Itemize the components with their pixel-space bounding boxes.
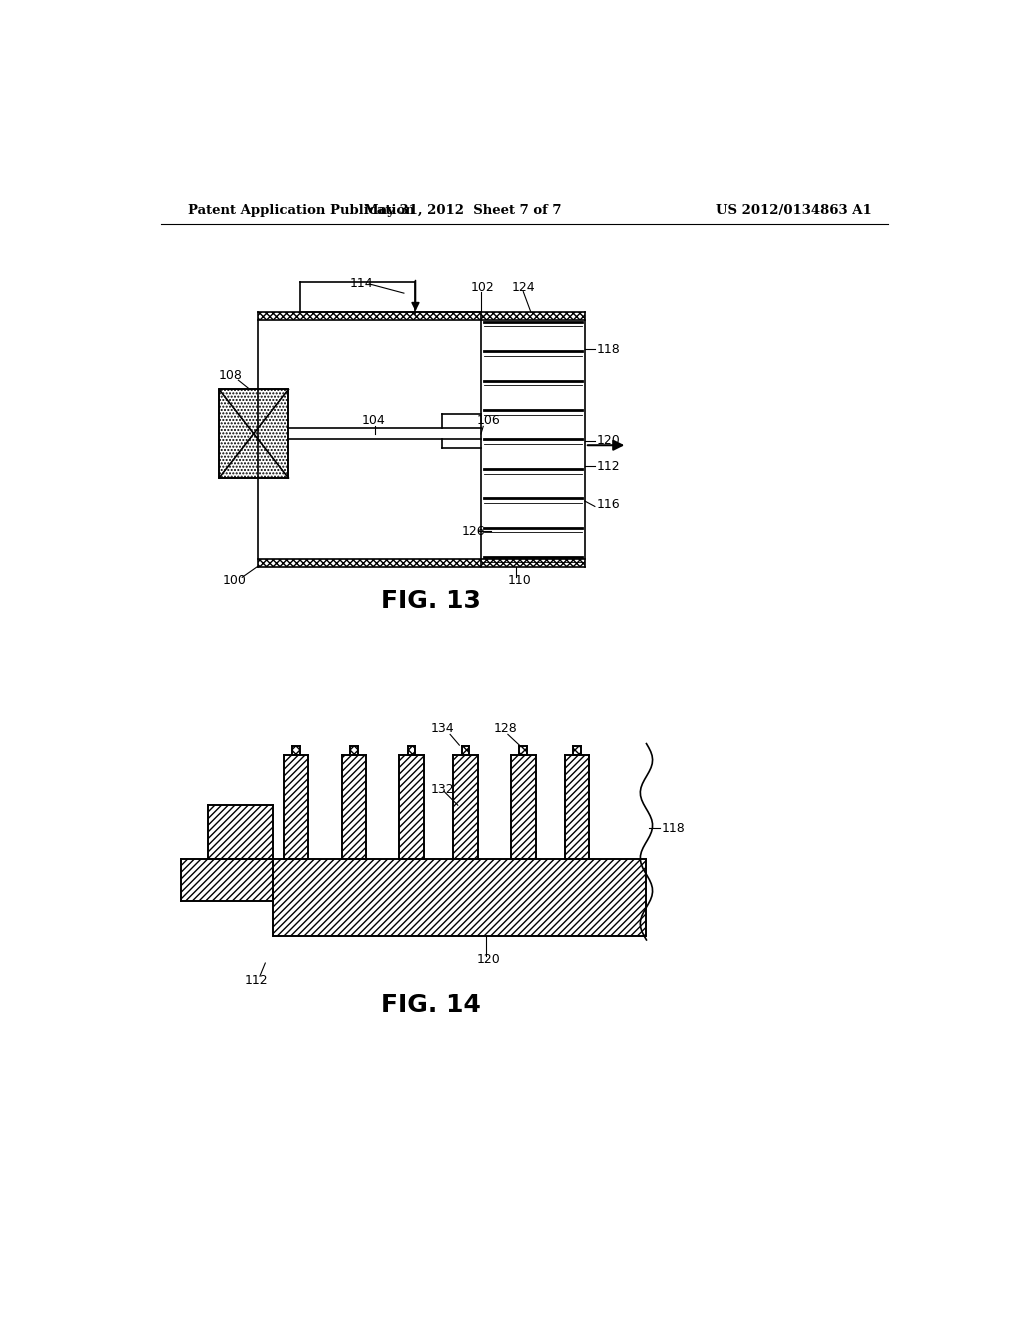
Text: 100: 100 bbox=[223, 574, 247, 587]
Text: 126: 126 bbox=[462, 525, 485, 539]
Bar bbox=[399, 755, 424, 859]
Bar bbox=[565, 755, 590, 859]
Bar bbox=[258, 313, 585, 321]
Text: 132: 132 bbox=[431, 783, 455, 796]
Bar bbox=[219, 389, 289, 478]
Text: US 2012/0134863 A1: US 2012/0134863 A1 bbox=[716, 205, 871, 218]
Text: 120: 120 bbox=[596, 434, 621, 447]
Bar bbox=[573, 746, 581, 755]
Bar bbox=[208, 805, 273, 859]
Text: 104: 104 bbox=[361, 413, 385, 426]
Text: 108: 108 bbox=[219, 370, 243, 381]
Text: FIG. 14: FIG. 14 bbox=[381, 994, 481, 1018]
Bar bbox=[292, 746, 300, 755]
Text: 118: 118 bbox=[662, 822, 686, 834]
Text: FIG. 13: FIG. 13 bbox=[381, 589, 481, 614]
Text: 106: 106 bbox=[477, 413, 501, 426]
Bar bbox=[258, 558, 585, 566]
Bar bbox=[454, 755, 478, 859]
Text: 112: 112 bbox=[596, 459, 621, 473]
Text: 128: 128 bbox=[494, 722, 518, 735]
Bar bbox=[350, 746, 357, 755]
Text: Patent Application Publication: Patent Application Publication bbox=[188, 205, 415, 218]
Text: May 31, 2012  Sheet 7 of 7: May 31, 2012 Sheet 7 of 7 bbox=[365, 205, 562, 218]
Text: 112: 112 bbox=[245, 974, 268, 987]
Text: 110: 110 bbox=[508, 574, 531, 587]
Text: 114: 114 bbox=[350, 277, 374, 289]
Bar bbox=[342, 755, 367, 859]
Bar bbox=[511, 755, 536, 859]
Bar bbox=[519, 746, 527, 755]
Text: 102: 102 bbox=[471, 281, 495, 294]
Text: 118: 118 bbox=[596, 343, 621, 356]
Text: 116: 116 bbox=[596, 499, 621, 511]
Bar bbox=[284, 755, 308, 859]
Text: 124: 124 bbox=[512, 281, 536, 294]
Bar bbox=[408, 746, 416, 755]
Bar bbox=[180, 859, 273, 902]
Text: 134: 134 bbox=[431, 722, 455, 735]
Text: 120: 120 bbox=[477, 953, 501, 966]
Bar bbox=[219, 389, 289, 478]
Bar bbox=[219, 389, 289, 478]
Bar bbox=[273, 859, 646, 936]
Bar bbox=[462, 746, 469, 755]
